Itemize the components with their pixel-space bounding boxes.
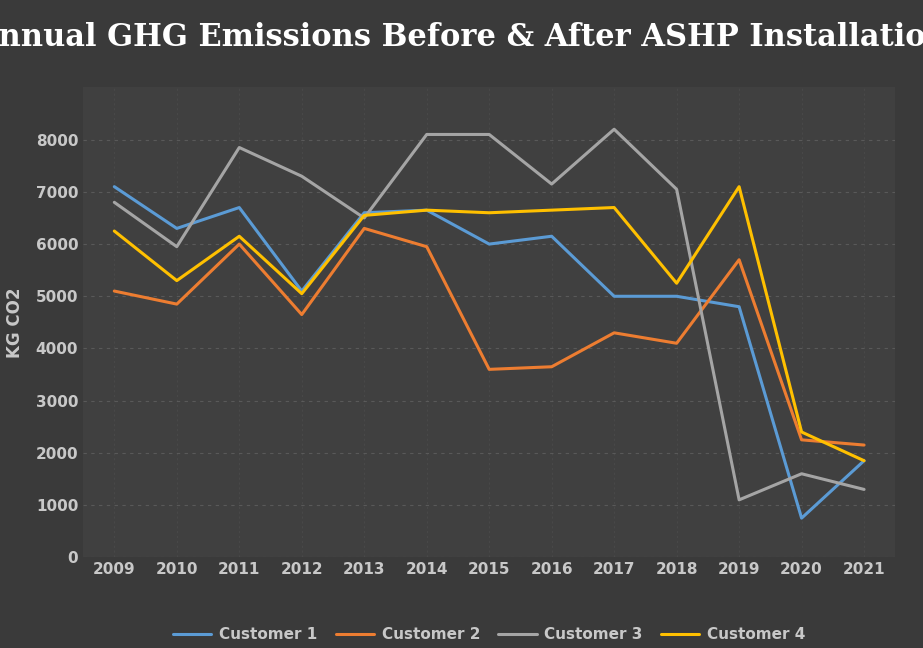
Customer 4 [608, 203, 619, 211]
Customer 1 [172, 225, 183, 233]
Customer 4 [671, 279, 682, 287]
Customer 1 [671, 292, 682, 300]
Customer 3 [671, 185, 682, 193]
Customer 4 [421, 206, 432, 214]
Customer 3 [546, 180, 557, 188]
Customer 1 [796, 515, 807, 522]
Customer 3 [858, 485, 869, 493]
Customer 2 [484, 365, 495, 373]
Customer 3 [734, 496, 745, 503]
Customer 4 [172, 277, 183, 284]
Y-axis label: KG CO2: KG CO2 [6, 287, 25, 358]
Line: Customer 1: Customer 1 [114, 187, 864, 518]
Legend: Customer 1, Customer 2, Customer 3, Customer 4: Customer 1, Customer 2, Customer 3, Cust… [167, 621, 811, 648]
Customer 2 [234, 240, 245, 248]
Customer 4 [109, 227, 120, 235]
Customer 2 [858, 441, 869, 449]
Customer 4 [484, 209, 495, 216]
Customer 1 [484, 240, 495, 248]
Customer 2 [296, 310, 307, 318]
Customer 1 [359, 209, 370, 216]
Customer 2 [109, 287, 120, 295]
Customer 3 [484, 131, 495, 139]
Customer 2 [546, 363, 557, 371]
Customer 4 [546, 206, 557, 214]
Line: Customer 4: Customer 4 [114, 187, 864, 461]
Customer 2 [421, 243, 432, 251]
Line: Customer 3: Customer 3 [114, 129, 864, 500]
Customer 3 [421, 131, 432, 139]
Customer 4 [734, 183, 745, 191]
Customer 3 [796, 470, 807, 478]
Customer 3 [172, 243, 183, 251]
Customer 1 [421, 206, 432, 214]
Customer 2 [359, 225, 370, 233]
Customer 2 [671, 340, 682, 347]
Customer 1 [734, 303, 745, 310]
Customer 2 [734, 256, 745, 264]
Customer 3 [296, 172, 307, 180]
Customer 3 [608, 125, 619, 133]
Customer 2 [608, 329, 619, 337]
Line: Customer 2: Customer 2 [114, 229, 864, 445]
Text: Annual GHG Emissions Before & After ASHP Installation: Annual GHG Emissions Before & After ASHP… [0, 22, 923, 52]
Customer 4 [234, 233, 245, 240]
Customer 3 [359, 214, 370, 222]
Customer 1 [296, 287, 307, 295]
Customer 1 [109, 183, 120, 191]
Customer 1 [546, 233, 557, 240]
Customer 2 [796, 436, 807, 444]
Customer 4 [796, 428, 807, 436]
Customer 1 [858, 457, 869, 465]
Customer 3 [234, 144, 245, 152]
Customer 4 [359, 211, 370, 219]
Customer 1 [608, 292, 619, 300]
Customer 4 [296, 290, 307, 297]
Customer 2 [172, 300, 183, 308]
Customer 1 [234, 203, 245, 211]
Customer 3 [109, 198, 120, 206]
Customer 4 [858, 457, 869, 465]
